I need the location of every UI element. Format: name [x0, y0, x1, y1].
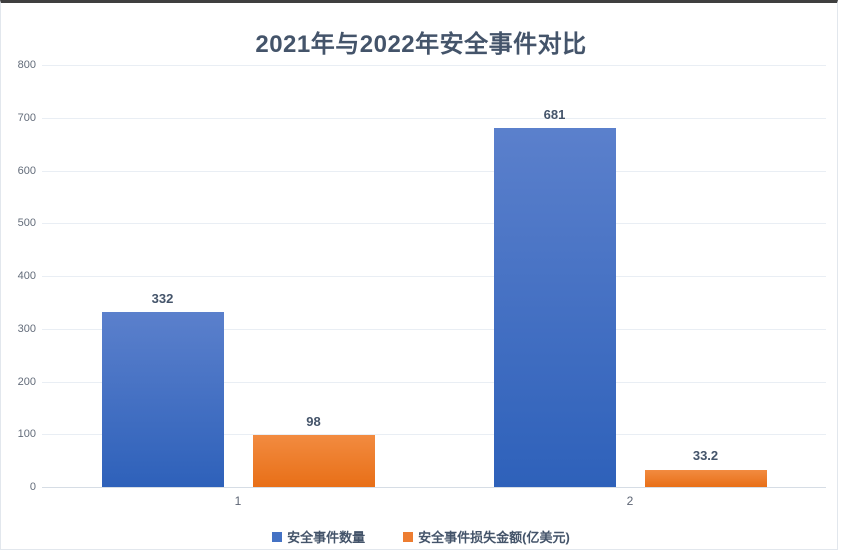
legend-item-incident-count: 安全事件数量 — [272, 527, 365, 546]
y-axis-label-500: 500 — [17, 217, 36, 230]
y-axis-label-200: 200 — [17, 375, 36, 388]
y-axis-label-800: 800 — [17, 59, 36, 71]
gridline-100 — [42, 434, 826, 436]
gridline-400 — [42, 276, 826, 277]
legend-swatch-orange-icon — [403, 531, 414, 542]
x-axis-label-1: 1 — [234, 494, 242, 508]
bar-series2-category2 — [644, 469, 767, 487]
gridline-0 — [42, 487, 826, 488]
y-axis-label-300: 300 — [17, 322, 36, 335]
gridline-300 — [42, 328, 826, 330]
plot-area: 332 98 681 33.2 — [42, 65, 826, 488]
bar-series1-category1 — [101, 311, 224, 487]
gridline-700 — [42, 117, 826, 119]
x-axis-label-2: 2 — [626, 494, 634, 508]
legend-label-loss-amount: 安全事件损失金额(亿美元) — [418, 530, 570, 545]
gridline-600 — [42, 170, 826, 172]
gridline-200 — [42, 381, 826, 383]
gridline-800 — [42, 65, 826, 66]
bar-series2-category1 — [252, 435, 375, 487]
y-axis-label-600: 600 — [17, 164, 36, 177]
gridline-500 — [42, 223, 826, 225]
bar-value-label: 33.2 — [692, 448, 719, 464]
y-axis-label-0: 0 — [29, 481, 36, 493]
bar-series1-category2 — [493, 127, 616, 487]
bar-value-label: 98 — [306, 414, 321, 430]
legend-label-incident-count: 安全事件数量 — [287, 530, 366, 545]
legend: 安全事件数量 安全事件损失金额(亿美元) — [0, 527, 842, 546]
bar-value-label: 332 — [151, 290, 174, 306]
y-axis-label-700: 700 — [17, 111, 36, 124]
legend-item-loss-amount: 安全事件损失金额(亿美元) — [403, 527, 570, 546]
y-axis-label-100: 100 — [17, 428, 36, 441]
bar-value-label: 681 — [543, 106, 566, 122]
legend-swatch-blue-icon — [272, 531, 283, 542]
chart-title: 2021年与2022年安全事件对比 — [255, 31, 587, 58]
y-axis-label-400: 400 — [17, 270, 36, 282]
